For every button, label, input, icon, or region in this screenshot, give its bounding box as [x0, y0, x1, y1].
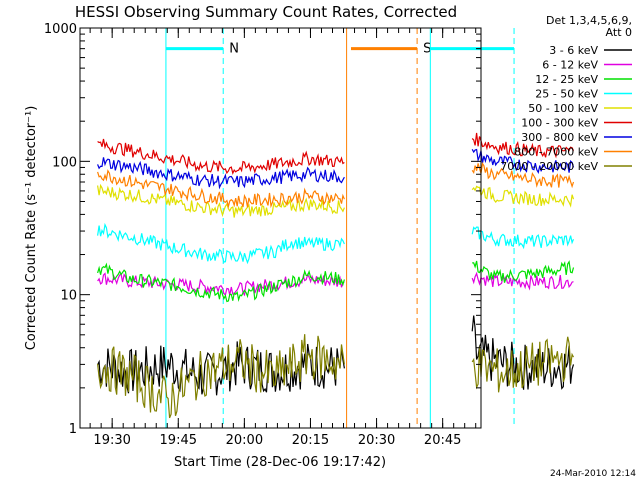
legend-label: 50 - 100 keV [528, 102, 598, 115]
legend-label: 25 - 50 keV [535, 88, 598, 101]
series-line [472, 260, 575, 283]
series-line [97, 169, 345, 209]
x-tick-label: 20:30 [358, 433, 395, 448]
x-axis-label: Start Time (28-Dec-06 19:17:42) [174, 455, 386, 470]
y-tick-label: 100 [52, 155, 77, 170]
series-line [97, 183, 345, 218]
legend-label: 12 - 25 keV [535, 73, 598, 86]
series-line [471, 161, 575, 189]
legend-header: Det 1,3,4,5,6,9, [546, 14, 632, 27]
legend-label: 3 - 6 keV [549, 44, 598, 57]
legend-label: 800 - 7000 keV [514, 146, 598, 159]
legend-label: 6 - 12 keV [542, 59, 598, 72]
series-line [471, 271, 574, 291]
series-line [97, 222, 345, 265]
annotation-label: N [229, 42, 239, 57]
x-tick-label: 20:15 [292, 433, 329, 448]
y-tick-label: 1000 [44, 22, 77, 37]
y-tick-label: 1 [69, 422, 77, 437]
y-tick-label: 10 [60, 289, 77, 304]
chart-title: HESSI Observing Summary Count Rates, Cor… [75, 3, 457, 21]
annotation-label: S [423, 42, 431, 57]
series-line [471, 336, 575, 393]
series-line [471, 226, 575, 250]
footer-timestamp: 24-Mar-2010 12:14 [550, 469, 636, 479]
series-line [471, 132, 575, 159]
x-tick-label: 20:00 [226, 433, 263, 448]
legend-label: 100 - 300 keV [521, 117, 598, 130]
legend-label: 7000 - 20000 keV [500, 160, 598, 173]
x-tick-label: 19:30 [93, 433, 130, 448]
series-line [471, 185, 575, 208]
series-line [97, 262, 345, 303]
series-line [97, 334, 345, 419]
series-line [471, 148, 575, 175]
legend-label: 300 - 800 keV [521, 131, 598, 144]
x-tick-label: 19:45 [160, 433, 197, 448]
series-line [471, 315, 575, 390]
y-axis: 1 10 100 1000 [44, 22, 481, 437]
legend: Det 1,3,4,5,6,9,Att 0 3 - 6 keV 6 - 12 keV… [500, 14, 632, 173]
y-axis-label: Corrected Count Rate (s⁻¹ detector⁻¹) [24, 106, 39, 351]
legend-header: Att 0 [606, 26, 632, 39]
x-tick-label: 20:45 [424, 433, 461, 448]
x-axis: 19:30 19:45 20:00 20:15 20:30 20:45 [89, 28, 477, 448]
plot-frame [79, 27, 482, 429]
series-line [97, 157, 345, 190]
series-line [97, 138, 345, 176]
series-line [97, 341, 345, 396]
